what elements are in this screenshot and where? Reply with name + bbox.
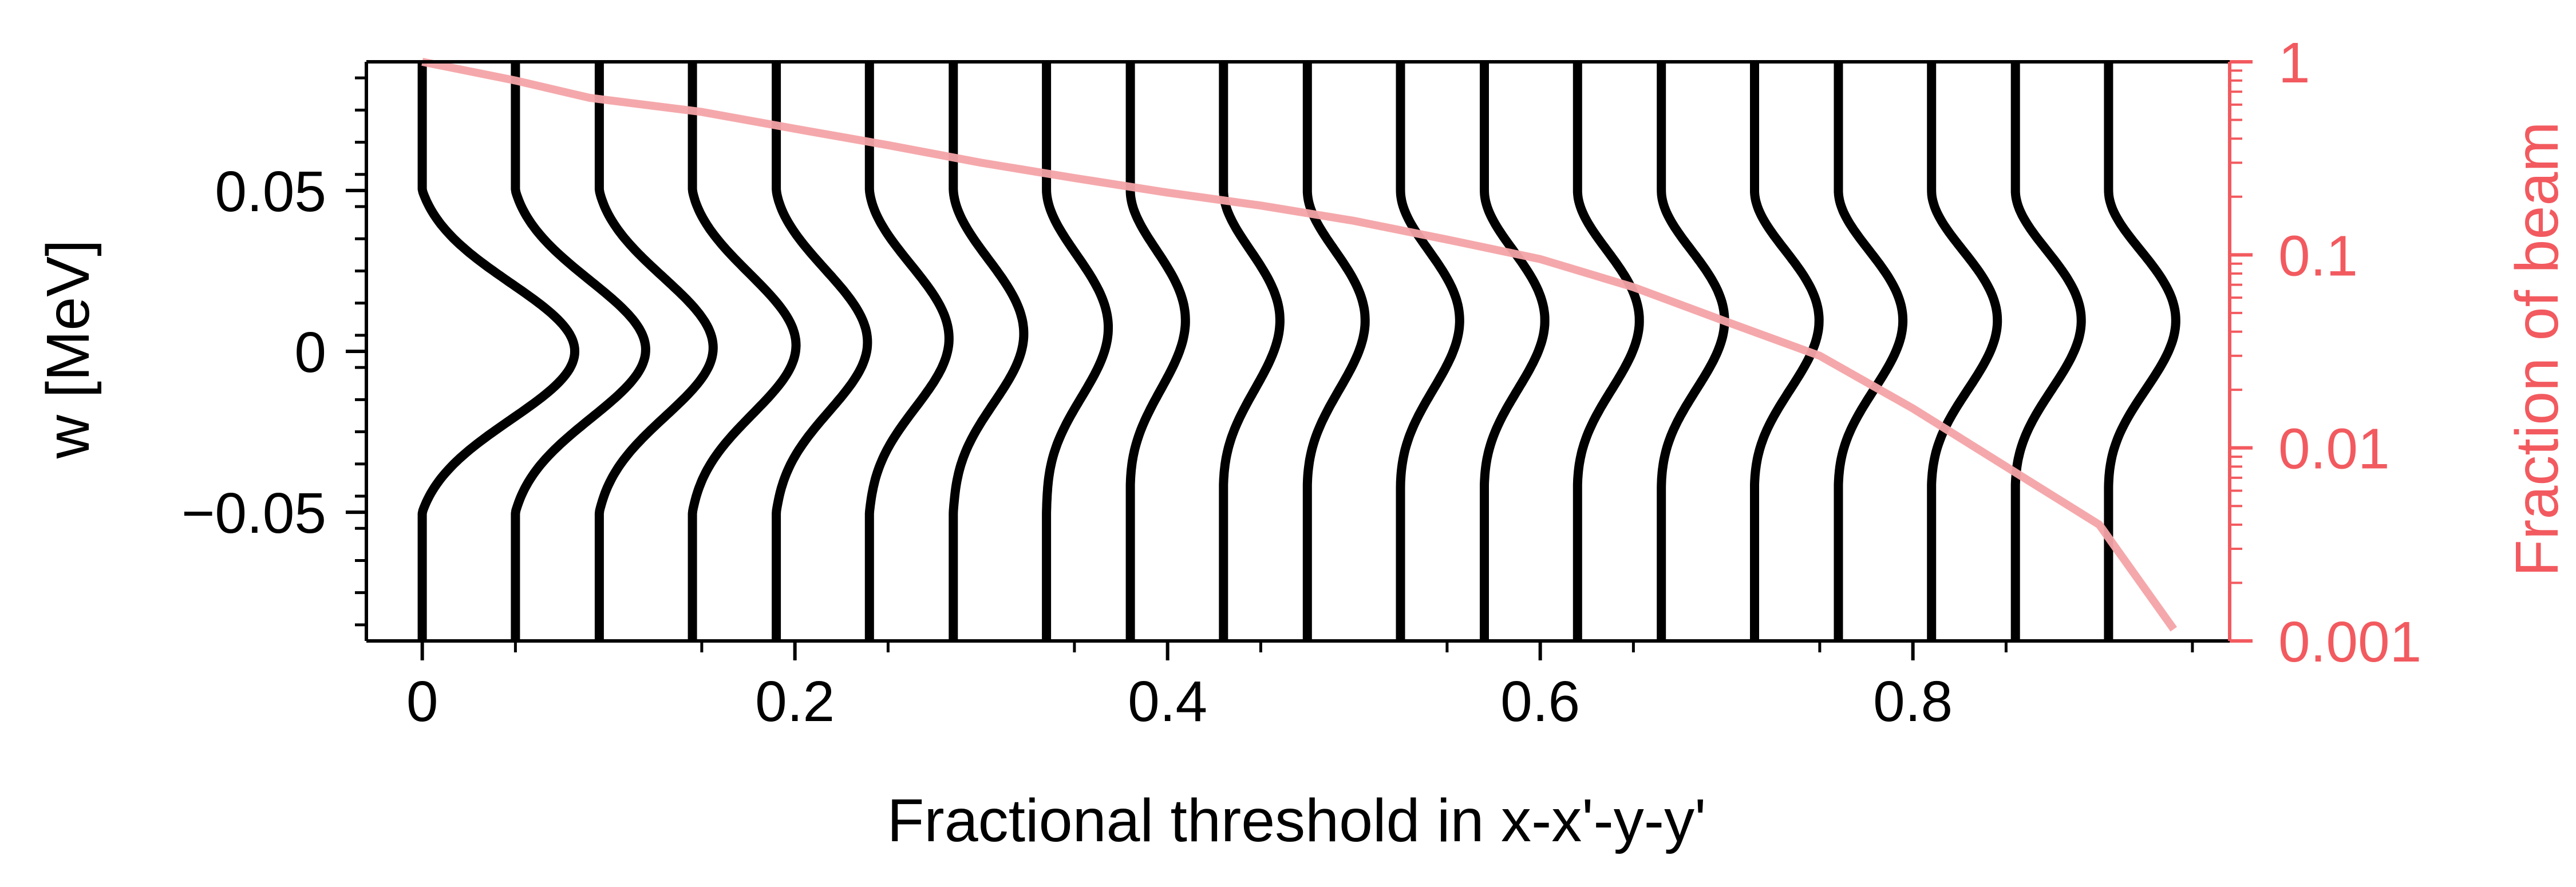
- w-profile-line: [1834, 60, 1908, 643]
- w-profile-line: [1396, 60, 1464, 643]
- w-profile-line: [1125, 60, 1190, 643]
- x-tick-label: 0.2: [755, 670, 835, 734]
- w-profile-line: [1657, 60, 1729, 643]
- y-tick-label: −0.05: [181, 481, 326, 545]
- y2-tick-label: 0.01: [2278, 417, 2390, 481]
- w-profile-line: [772, 60, 872, 643]
- y-tick-label: 0.05: [215, 160, 326, 224]
- x-tick-label: 0.4: [1128, 670, 1207, 734]
- w-profile-line: [1480, 60, 1550, 643]
- axes-layer: 0 0.2 0.4 0.6 0.8 0.05 0 −0.05 1 0.1 0.01 0.001: [181, 31, 2421, 734]
- x-axis-title: Fractional threshold in x-x'-y-y': [887, 787, 1706, 854]
- y2-tick-label: 0.1: [2278, 224, 2358, 288]
- y2-tick-label: 0.001: [2278, 610, 2421, 674]
- fraction-of-beam-line: [421, 58, 2178, 632]
- w-profile-line: [594, 60, 718, 643]
- secondary-y-axis-title: Fraction of beam: [2503, 121, 2571, 576]
- w-profile-line: [949, 60, 1029, 643]
- w-profile-line: [688, 60, 801, 643]
- y-tick-label: 0: [294, 320, 326, 385]
- w-profile-line: [1573, 60, 1644, 643]
- y-axis-title: w [MeV]: [34, 240, 102, 460]
- x-tick-label: 0: [406, 670, 438, 734]
- w-profile-line: [1219, 60, 1285, 643]
- w-profile-line: [417, 60, 579, 643]
- fraction-series-layer: [421, 58, 2178, 632]
- y2-tick-label: 1: [2278, 31, 2310, 95]
- w-profile-line: [1927, 60, 2002, 643]
- w-profile-line: [1302, 60, 1370, 643]
- profiles-layer: [417, 60, 2180, 643]
- x-tick-label: 0.8: [1873, 670, 1953, 734]
- w-profile-line: [1042, 60, 1113, 643]
- x-tick-label: 0.6: [1500, 670, 1580, 734]
- w-profile-line: [511, 60, 650, 643]
- w-profile-line: [2010, 60, 2086, 643]
- w-profile-line: [864, 60, 954, 643]
